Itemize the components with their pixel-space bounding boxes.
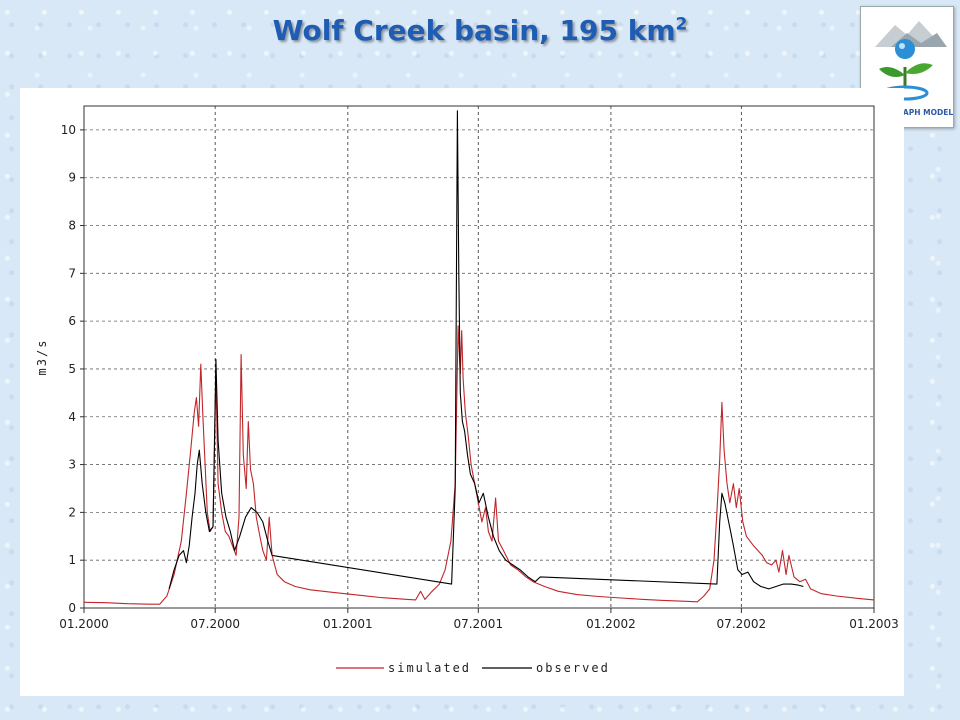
y-tick-label: 5: [68, 362, 76, 376]
grid-layer: [83, 106, 875, 609]
x-tick-label: 07.2000: [190, 617, 240, 631]
y-tick-label: 2: [68, 505, 76, 519]
series-line-observed: [168, 110, 804, 590]
logo-drop-highlight: [899, 43, 905, 49]
y-tick-label: 10: [61, 123, 76, 137]
slide-title-superscript: 2: [675, 14, 688, 35]
slide-title-text: Wolf Creek basin, 195 km: [272, 14, 676, 47]
x-tick-label: 07.2002: [717, 617, 767, 631]
x-tick-label: 01.2003: [849, 617, 899, 631]
legend-observed-label: observed: [536, 661, 610, 675]
series-line-simulated: [83, 325, 875, 605]
y-tick-label: 8: [68, 219, 76, 233]
y-tick-label: 6: [68, 314, 76, 328]
legend: simulated observed: [336, 661, 610, 675]
logo-water-drop: [895, 39, 915, 59]
x-tick-label: 01.2002: [586, 617, 636, 631]
plot-frame: [83, 105, 875, 609]
logo-graphic: HYDROGRAPH MODEL: [861, 21, 953, 117]
x-tick-label: 01.2001: [323, 617, 373, 631]
logo-text: HYDROGRAPH MODEL: [861, 108, 953, 117]
y-tick-label: 3: [68, 458, 76, 472]
chart-panel: 0 1 2 3 4 5 6 7 8 9 10 01.2000 07.2000 01.2001 07.2001…: [20, 88, 904, 696]
legend-simulated-label: simulated: [388, 661, 471, 675]
y-tick-label: 4: [68, 410, 76, 424]
y-tick-label: 0: [68, 601, 76, 615]
logo-leaf-right: [905, 63, 933, 74]
logo-leaf-left: [879, 67, 905, 77]
y-tick-label: 9: [68, 171, 76, 185]
series-layer: [83, 110, 875, 605]
y-tick-label: 1: [68, 553, 76, 567]
x-tick-label: 01.2000: [59, 617, 109, 631]
y-axis-label: m3/s: [35, 339, 49, 376]
slide-title: Wolf Creek basin, 195 km2: [0, 14, 960, 47]
x-tick-label: 07.2001: [453, 617, 503, 631]
y-tick-label: 7: [68, 266, 76, 280]
tick-layer: 0 1 2 3 4 5 6 7 8 9 10 01.2000 07.2000 01.2001 07.2001…: [59, 123, 899, 631]
hydrograph-chart: 0 1 2 3 4 5 6 7 8 9 10 01.2000 07.2000 01.2001 07.2001…: [35, 105, 899, 675]
